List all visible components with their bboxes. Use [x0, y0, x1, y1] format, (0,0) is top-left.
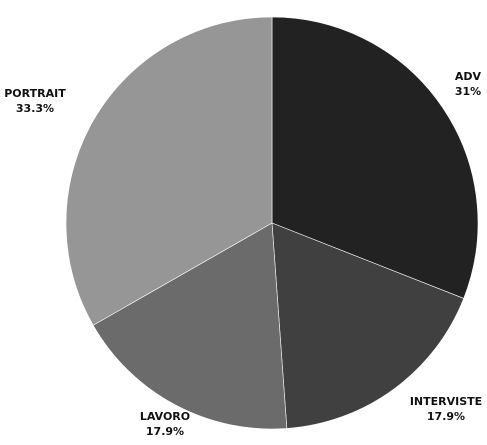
slice-percent-portrait: 33.3% [16, 102, 54, 115]
slice-percent-lavoro: 17.9% [146, 425, 184, 438]
slice-name-adv: ADV [455, 70, 482, 83]
slice-label-portrait: PORTRAIT 33.3% [4, 87, 66, 115]
slice-label-lavoro: LAVORO 17.9% [140, 410, 190, 438]
slice-percent-adv: 31% [455, 85, 481, 98]
slice-name-portrait: PORTRAIT [4, 87, 66, 100]
slice-name-lavoro: LAVORO [140, 410, 190, 423]
slice-name-interviste: INTERVISTE [410, 395, 482, 408]
pie-labels: ADV 31% INTERVISTE 17.9% LAVORO 17.9% PORTRAIT… [4, 70, 482, 438]
pie-slice-lavoro [92, 222, 288, 430]
pie-slice-adv [271, 16, 479, 299]
pie-slice-interviste [271, 222, 465, 429]
slice-label-adv: ADV 31% [455, 70, 482, 98]
slice-label-interviste: INTERVISTE 17.9% [410, 395, 482, 423]
pie-slices [65, 16, 479, 430]
pie-slice-portrait [65, 16, 273, 326]
slice-percent-interviste: 17.9% [427, 410, 465, 423]
